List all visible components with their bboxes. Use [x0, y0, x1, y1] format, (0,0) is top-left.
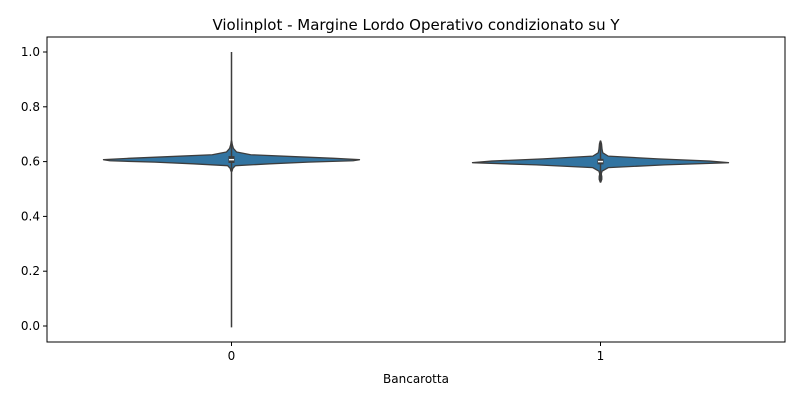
violin-1	[471, 140, 730, 183]
y-tick-label: 0.8	[21, 100, 40, 114]
x-tick-label: 1	[597, 349, 605, 363]
y-tick-label: 0.2	[21, 264, 40, 278]
x-axis-label: Bancarotta	[383, 372, 449, 386]
y-tick-label: 0.4	[21, 209, 40, 223]
y-tick-label: 0.0	[21, 319, 40, 333]
chart-title: Violinplot - Margine Lordo Operativo con…	[212, 16, 620, 34]
y-tick-label: 0.6	[21, 155, 40, 169]
y-tick-label: 1.0	[21, 45, 40, 59]
plot-frame	[46, 36, 786, 343]
violin-0	[102, 52, 361, 328]
y-axis: 0.0 0.2 0.4 0.6 0.8 1.0	[21, 45, 47, 333]
x-tick-label: 0	[228, 349, 236, 363]
violins-layer	[102, 52, 730, 328]
